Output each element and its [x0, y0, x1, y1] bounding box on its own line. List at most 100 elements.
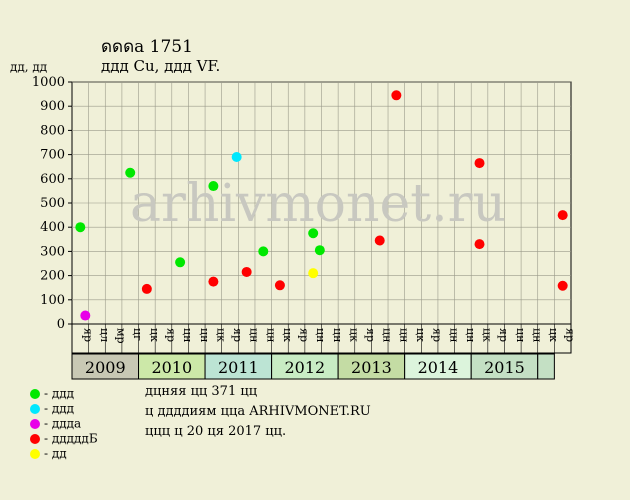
- legend-item: - ддда: [30, 416, 82, 431]
- data-point: [125, 167, 136, 178]
- month-label: яр: [564, 328, 577, 342]
- month-label: цк: [547, 328, 560, 342]
- data-point: [141, 283, 152, 294]
- data-point: [258, 246, 269, 257]
- legend-marker: [30, 448, 40, 459]
- y-tick-label: 800: [40, 123, 65, 138]
- data-point: [241, 266, 252, 277]
- data-point: [80, 310, 91, 321]
- legend-marker: [30, 418, 40, 429]
- y-tick-label: 400: [40, 220, 65, 235]
- legend-label: - ддда: [44, 416, 82, 431]
- data-point: [474, 239, 485, 250]
- month-labels: яр цл мр цг цк яр цн цн цк яр цн цн цк яр цн цн цк яр цн цн…: [71, 323, 577, 354]
- note-line: ц ддддиям цца ARHIVMONET.RU: [145, 404, 371, 419]
- legend-item: - ддд: [30, 386, 75, 401]
- data-point: [557, 280, 568, 291]
- year-label: 2012: [285, 358, 326, 377]
- y-axis-label: дд, дд: [10, 60, 48, 74]
- legend-item: - ддд: [30, 401, 75, 416]
- year-cell: [271, 353, 339, 380]
- y-tick-label: 900: [40, 99, 65, 114]
- data-point: [374, 235, 385, 246]
- legend-label: - дд: [44, 446, 67, 461]
- month-label: цк: [281, 328, 294, 342]
- month-label: яр: [497, 328, 510, 342]
- legend-item: - дд: [30, 446, 67, 461]
- page-subtitle: ддд Cu, ддд VF.: [101, 57, 221, 75]
- legend-label: - дддддБ: [44, 431, 98, 446]
- month-label: цн: [464, 328, 477, 342]
- data-point: [391, 90, 402, 101]
- month-label: цн: [530, 328, 543, 342]
- month-label: цк: [414, 328, 427, 342]
- data-point: [308, 228, 319, 239]
- y-tick-labels: 0 100 200 300 400 500 600 700 800 900 1000: [32, 75, 65, 332]
- month-label: цн: [331, 328, 344, 342]
- y-tick-label: 0: [57, 317, 65, 332]
- month-label: яр: [298, 328, 311, 342]
- month-label: цн: [381, 328, 394, 342]
- month-label: цк: [214, 328, 227, 342]
- data-point: [208, 276, 219, 287]
- data-point: [557, 210, 568, 221]
- page-title: ดดดa 1751: [101, 37, 193, 57]
- month-label: цн: [264, 328, 277, 342]
- data-points: [75, 90, 568, 321]
- year-cell: [71, 353, 140, 380]
- data-point: [308, 268, 319, 279]
- y-tick-label: 300: [40, 244, 65, 259]
- data-point: [314, 245, 325, 256]
- legend-label: - ддд: [44, 401, 75, 416]
- chart-grid: [68, 81, 572, 325]
- y-tick-label: 100: [40, 293, 65, 308]
- year-cell: [404, 353, 472, 380]
- year-label: 2015: [484, 358, 525, 377]
- month-label: цн: [248, 328, 261, 342]
- data-point: [75, 222, 86, 233]
- month-label: цн: [447, 328, 460, 342]
- legend-item: - дддддБ: [30, 431, 98, 446]
- month-label: яр: [164, 328, 177, 342]
- month-label: мр: [115, 328, 128, 344]
- y-tick-label: 600: [40, 172, 65, 187]
- legend-label: - ддд: [44, 386, 75, 401]
- year-label: 2011: [218, 358, 259, 377]
- y-tick-label: 1000: [32, 75, 65, 90]
- year-label: 2014: [418, 358, 459, 377]
- month-label: цн: [198, 328, 211, 342]
- year-cell: [537, 353, 555, 380]
- month-label: яр: [231, 328, 244, 342]
- month-label: яр: [81, 328, 94, 342]
- year-cell: [337, 353, 406, 380]
- data-point: [274, 280, 285, 291]
- data-point: [474, 158, 485, 169]
- y-tick-label: 500: [40, 196, 65, 211]
- y-tick-label: 200: [40, 269, 65, 284]
- month-label: цг: [131, 328, 144, 341]
- month-label: цл: [98, 328, 111, 342]
- data-point: [208, 181, 219, 192]
- watermark: arhivmonet.ru: [130, 174, 506, 234]
- month-label: яр: [364, 328, 377, 342]
- month-label: цн: [514, 328, 527, 342]
- month-label: цн: [397, 328, 410, 342]
- legend-marker: [30, 388, 40, 399]
- month-label: яр: [431, 328, 444, 342]
- note-line: дцняя цц 371 цц: [145, 384, 258, 399]
- legend-marker: [30, 433, 40, 444]
- year-label: 2010: [151, 358, 192, 377]
- month-label: цк: [148, 328, 161, 342]
- year-cell: [204, 353, 273, 380]
- data-point: [231, 152, 242, 163]
- year-cell: [138, 353, 206, 380]
- legend-marker: [30, 403, 40, 414]
- month-label: цн: [314, 328, 327, 342]
- month-label: цн: [181, 328, 194, 342]
- month-label: цк: [347, 328, 360, 342]
- y-tick-label: 700: [40, 148, 65, 163]
- data-point: [175, 257, 186, 268]
- year-band: 2009 2010 2011 2012 2013 2014 2015: [71, 353, 555, 380]
- year-label: 2013: [351, 358, 392, 377]
